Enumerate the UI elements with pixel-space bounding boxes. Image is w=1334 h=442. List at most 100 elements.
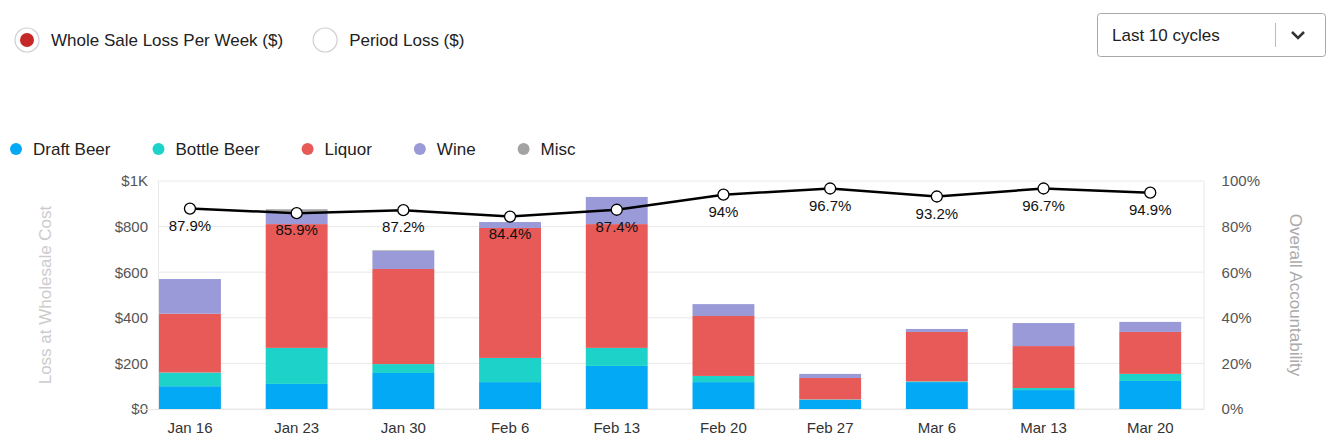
y2-tick: 40% [1204,309,1252,326]
x-tick-label: Feb 6 [491,419,529,436]
dropdown-separator [1275,23,1276,47]
radio-selected-dot[interactable] [20,33,34,47]
y2-tick-label: 20% [1222,355,1252,372]
bar [479,358,541,382]
bar [906,382,968,409]
bar-series [159,197,1181,378]
bar [159,314,221,373]
x-tick-label: Jan 30 [381,419,426,436]
legend-label[interactable]: Misc [541,140,576,159]
bar [372,269,434,364]
legend-label[interactable]: Liquor [325,140,373,159]
legend-item[interactable]: Draft Beer [10,140,111,159]
bar [372,364,434,373]
legend-swatch[interactable] [414,143,426,155]
x-tick: Jan 23 [274,409,319,436]
legend-item[interactable]: Wine [414,140,476,159]
x-tick-label: Mar 20 [1127,419,1174,436]
x-tick-label: Feb 13 [593,419,640,436]
bar [799,378,861,399]
y-tick-label: $0 [131,400,148,417]
radio-circle[interactable] [313,28,337,52]
line-point [718,189,729,200]
radio-circle[interactable] [15,28,39,52]
y2-tick-label: 40% [1222,309,1252,326]
bar [1013,388,1075,390]
legend-swatch[interactable] [152,143,164,155]
data-label: 87.2% [382,218,425,235]
legend-item[interactable]: Bottle Beer [152,140,259,159]
legend-item[interactable]: Liquor [302,140,373,159]
dropdown[interactable]: Last 10 cycles [1098,14,1326,57]
line-point [1038,183,1049,194]
legend-swatch[interactable] [302,143,314,155]
x-tick: Jan 30 [381,409,426,436]
data-label: 94% [708,203,738,220]
radio-option[interactable]: Period Loss ($) [313,28,464,52]
line-point [291,208,302,219]
legend-swatch[interactable] [10,143,22,155]
y2-tick-label: 80% [1222,218,1252,235]
accountability-line [190,189,1150,217]
bar [586,366,648,409]
bar [479,382,541,409]
data-label: 87.9% [169,217,212,234]
y2-tick: 80% [1204,218,1252,235]
y-tick: $600 [115,264,158,281]
y2-tick-label: 0% [1222,400,1244,417]
y2-tick-label: 60% [1222,264,1252,281]
radio-label[interactable]: Whole Sale Loss Per Week ($) [51,31,283,50]
bar [799,374,861,378]
x-axis-line [137,409,1204,410]
x-tick: Feb 27 [807,409,854,436]
bar [159,279,221,280]
data-label: 94.9% [1129,201,1172,218]
line-point [184,203,195,214]
x-tick-label: Mar 13 [1020,419,1067,436]
dropdown-chevron[interactable] [1292,32,1304,38]
x-tick-label: Jan 16 [167,419,212,436]
y-tick: $1K [121,172,158,189]
legend-label[interactable]: Draft Beer [33,140,111,159]
y2-tick: 100% [1204,172,1260,189]
bar [159,279,221,314]
data-label: 85.9% [275,221,318,238]
x-tick: Mar 20 [1127,409,1174,436]
bar [266,384,328,409]
radio-option[interactable]: Whole Sale Loss Per Week ($) [15,28,283,52]
dropdown-label[interactable]: Last 10 cycles [1112,26,1220,45]
data-label: 96.7% [1022,197,1065,214]
legend: Draft Beer Bottle Beer Liquor Wine Misc [10,140,576,159]
bar [1119,322,1181,332]
y-tick: $400 [115,309,158,326]
bar [693,382,755,409]
plot-area [159,183,1181,409]
legend-label[interactable]: Wine [437,140,476,159]
y2-axis-title: Overall Accountability [1286,214,1305,377]
bar [906,328,968,329]
bar [906,329,968,332]
y2-tick: 20% [1204,355,1252,372]
line-point [825,183,836,194]
x-tick-label: Jan 23 [274,419,319,436]
bar [693,304,755,305]
x-tick: Mar 13 [1020,409,1067,436]
y2-axis-line [1204,182,1205,410]
legend-item[interactable]: Misc [518,140,576,159]
dropdown-box[interactable] [1098,14,1326,57]
y2-tick: 60% [1204,264,1252,281]
bar [1119,332,1181,374]
radio-label[interactable]: Period Loss ($) [349,31,464,50]
y2-axis: 0% 20% 40% 60% 80% 100% [1204,172,1260,417]
bar [586,224,648,348]
bar [1013,323,1075,324]
data-labels: 87.9%85.9%87.2%84.4%87.4%94%96.7%93.2%96… [169,197,1172,242]
bar [266,348,328,384]
legend-label[interactable]: Bottle Beer [175,140,259,159]
bar-series [159,224,1181,399]
y-tick-label: $200 [115,355,148,372]
y-tick-label: $600 [115,264,148,281]
y-axis-line [158,182,159,410]
legend-swatch[interactable] [518,143,530,155]
bar [799,373,861,374]
